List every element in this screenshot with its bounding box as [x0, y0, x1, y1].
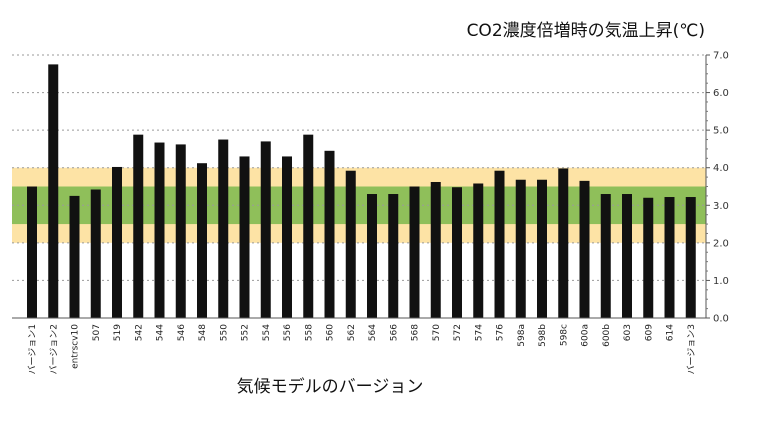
bar-564: [367, 194, 377, 318]
bar-519: [112, 166, 122, 318]
x-tick-label: 576: [496, 324, 506, 341]
x-tick-label: 564: [368, 324, 378, 341]
x-tick-label: 572: [453, 324, 463, 341]
bar-550: [218, 139, 229, 318]
x-tick-label: 566: [389, 324, 399, 341]
bar-560: [324, 150, 335, 318]
x-tick-label: 609: [644, 324, 654, 341]
bar-600a: [579, 180, 590, 318]
x-tick-label: 598a: [517, 324, 527, 347]
x-tick-label: 507: [92, 324, 102, 341]
bar-552: [239, 156, 250, 318]
bar-566: [388, 194, 399, 318]
bar-568: [409, 186, 420, 318]
x-tick-label: 598c: [559, 324, 569, 346]
y-tick-label: 3.0: [713, 201, 729, 212]
bar-558: [303, 134, 314, 318]
bar-バージョン2: [48, 64, 59, 319]
x-tick-label: バージョン2: [48, 324, 59, 375]
bar-614: [664, 197, 675, 318]
x-tick-label: entrscv10: [71, 324, 81, 369]
chart-title: CO2濃度倍増時の気温上昇(℃): [467, 21, 705, 41]
x-tick-label: 544: [156, 324, 166, 341]
bar-507: [90, 189, 101, 318]
x-tick-label: 603: [623, 324, 633, 341]
x-tick-label: 600b: [602, 324, 612, 347]
y-tick-label: 5.0: [713, 126, 729, 137]
x-tick-label: 598b: [538, 324, 548, 347]
y-tick-label: 1.0: [713, 276, 729, 287]
x-tick-label: 554: [262, 324, 272, 341]
y-axis: 0.0 1.0 2.0 3.0 4.0 5.0 6.0 7.0: [12, 51, 729, 325]
bar-バージョン1: [27, 186, 37, 318]
bar-598c: [558, 168, 569, 318]
bar-574: [473, 183, 484, 318]
bar-598b: [537, 179, 547, 318]
bar-600b: [600, 194, 611, 318]
x-tick-label: 562: [347, 324, 357, 341]
bars: [27, 64, 696, 319]
y-tick-label: 2.0: [713, 238, 729, 249]
x-axis-label: 気候モデルのバージョン: [237, 376, 424, 397]
grid-lines: [12, 54, 706, 281]
x-tick-label: 552: [241, 324, 251, 341]
x-tick-label: 560: [326, 324, 336, 341]
x-tick-label: バージョン1: [27, 324, 38, 375]
bar-バージョン3: [685, 197, 696, 318]
x-tick-label: 519: [113, 324, 123, 341]
x-tick-label: 570: [432, 324, 442, 341]
bar-546: [175, 144, 186, 318]
bar-562: [345, 170, 356, 318]
bar-554: [260, 141, 271, 318]
bar-544: [154, 142, 165, 318]
y-tick-label: 4.0: [713, 163, 729, 174]
bar-570: [430, 181, 441, 318]
x-tick-label: 558: [304, 324, 314, 341]
bar-603: [622, 194, 632, 318]
bar-609: [643, 197, 654, 318]
bar-entrscv10: [69, 195, 80, 318]
x-tick-label: 550: [219, 324, 229, 341]
x-tick-label: 600a: [581, 324, 591, 347]
bar-576: [494, 170, 505, 318]
x-tick-label: 542: [134, 324, 144, 341]
x-tick-labels: バージョン1 バージョン2 entrscv10 507 519 542 544 546 548 5…: [27, 324, 697, 375]
bar-548: [197, 163, 207, 318]
bar-556: [282, 156, 292, 318]
x-tick-label: バージョン3: [686, 324, 697, 375]
x-tick-label: 546: [177, 324, 187, 341]
bar-542: [133, 134, 144, 318]
x-tick-label: 568: [411, 324, 421, 341]
y-tick-label: 0.0: [713, 314, 729, 325]
x-tick-label: 548: [198, 324, 208, 341]
x-tick-label: 614: [666, 324, 676, 341]
x-tick-label: 556: [283, 324, 293, 341]
bar-598a: [515, 179, 526, 318]
x-tick-label: 574: [474, 324, 484, 341]
y-tick-label: 6.0: [713, 88, 729, 99]
y-tick-label: 7.0: [713, 51, 729, 62]
bar-572: [452, 187, 462, 318]
